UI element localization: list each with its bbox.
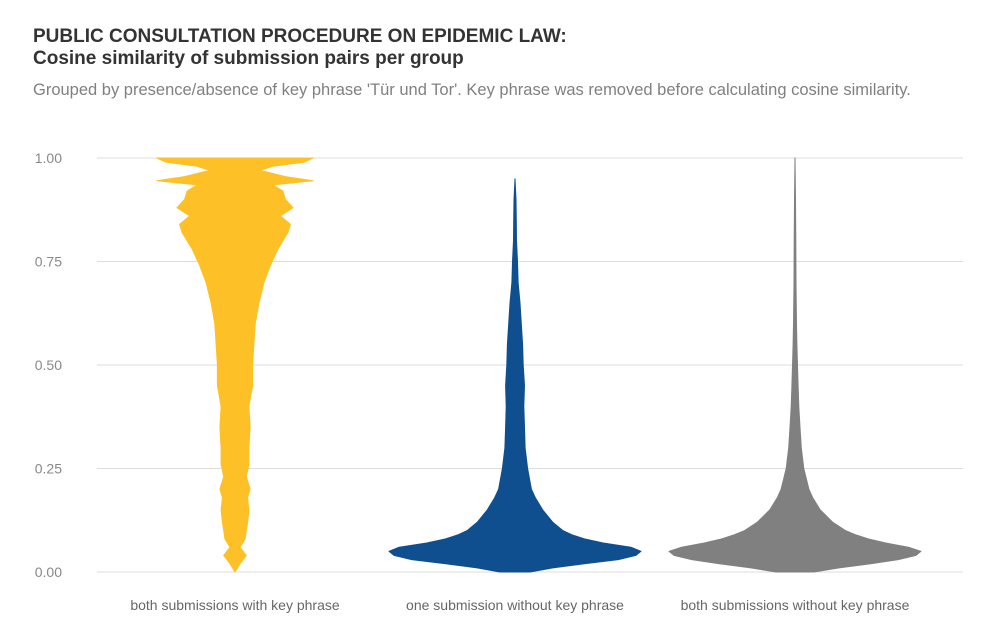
- x-axis-categories: both submissions with key phrase one subm…: [130, 597, 909, 613]
- y-tick-label: 1.00: [35, 150, 62, 166]
- chart-title-line2: Cosine similarity of submission pairs pe…: [33, 48, 464, 69]
- y-tick-label: 0.50: [35, 357, 62, 373]
- y-axis-ticks: 0.00 0.25 0.50 0.75 1.00: [35, 150, 62, 580]
- y-tick-label: 0.25: [35, 461, 62, 477]
- x-category-label: one submission without key phrase: [406, 597, 624, 613]
- chart-subtitle: Grouped by presence/absence of key phras…: [33, 81, 911, 99]
- y-tick-label: 0.75: [35, 254, 62, 270]
- chart-title-line1: PUBLIC CONSULTATION PROCEDURE ON EPIDEMI…: [33, 26, 567, 47]
- violins: [156, 157, 922, 573]
- x-category-label: both submissions without key phrase: [681, 597, 910, 613]
- x-category-label: both submissions with key phrase: [130, 597, 340, 613]
- violin-3: [668, 157, 922, 573]
- violin-2: [388, 178, 642, 573]
- y-tick-label: 0.00: [35, 564, 62, 580]
- violin-1: [156, 157, 314, 573]
- chart-title: PUBLIC CONSULTATION PROCEDURE ON EPIDEMI…: [33, 26, 567, 70]
